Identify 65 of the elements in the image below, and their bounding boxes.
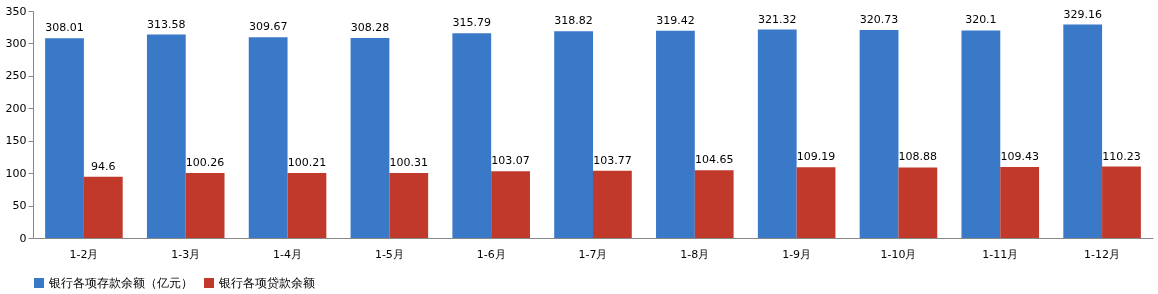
x-tick-label: 1-5月 bbox=[374, 247, 404, 261]
bar bbox=[757, 29, 797, 238]
data-label: 109.19 bbox=[796, 150, 836, 164]
data-label: 94.6 bbox=[91, 159, 116, 173]
bar bbox=[146, 34, 186, 238]
bar bbox=[1000, 167, 1040, 238]
legend-label: 银行各项贷款余额 bbox=[218, 276, 315, 290]
x-tick-label: 1-12月 bbox=[1084, 247, 1121, 261]
bar bbox=[1102, 166, 1141, 238]
bar bbox=[248, 37, 288, 238]
bar bbox=[898, 167, 938, 238]
bar bbox=[45, 38, 84, 238]
legend-label: 银行各项存款余额（亿元） bbox=[48, 276, 193, 290]
x-tick-label: 1-6月 bbox=[476, 247, 506, 261]
bar bbox=[554, 31, 593, 238]
data-label: 103.77 bbox=[593, 153, 632, 167]
data-label: 313.58 bbox=[147, 17, 186, 31]
bar bbox=[796, 167, 836, 238]
data-label: 319.42 bbox=[656, 13, 695, 27]
bar bbox=[185, 172, 225, 238]
x-tick-label: 1-10月 bbox=[880, 247, 917, 261]
data-label: 104.65 bbox=[694, 153, 734, 167]
data-label: 109.43 bbox=[1000, 150, 1039, 164]
bar bbox=[83, 176, 123, 238]
bar bbox=[1063, 24, 1103, 238]
data-label: 108.88 bbox=[898, 150, 938, 164]
x-tick-label: 1-7月 bbox=[578, 247, 608, 261]
data-label: 321.32 bbox=[757, 12, 797, 26]
y-tick-label: 250 bbox=[5, 69, 27, 83]
y-tick-label: 150 bbox=[5, 134, 27, 148]
bar bbox=[656, 30, 695, 238]
bar bbox=[694, 170, 734, 238]
data-label: 315.79 bbox=[452, 16, 492, 30]
y-tick-label: 350 bbox=[5, 4, 27, 18]
x-tick-label: 1-8月 bbox=[680, 247, 710, 261]
data-label: 309.67 bbox=[248, 20, 288, 34]
y-tick-label: 50 bbox=[12, 199, 27, 213]
bar bbox=[491, 171, 530, 238]
data-label: 103.07 bbox=[491, 154, 530, 168]
bar bbox=[287, 173, 327, 238]
data-label: 100.31 bbox=[389, 155, 429, 169]
bar bbox=[961, 30, 1001, 238]
data-label: 320.1 bbox=[965, 13, 997, 27]
data-label: 318.82 bbox=[554, 14, 593, 28]
x-tick-label: 1-9月 bbox=[782, 247, 812, 261]
data-label: 110.23 bbox=[1102, 149, 1141, 163]
data-label: 320.73 bbox=[859, 12, 899, 26]
x-tick-label: 1-2月 bbox=[69, 247, 99, 261]
data-label: 100.21 bbox=[287, 156, 327, 170]
bar bbox=[452, 33, 492, 238]
data-label: 308.28 bbox=[350, 21, 390, 35]
data-label: 308.01 bbox=[45, 21, 84, 35]
x-tick-label: 1-3月 bbox=[171, 247, 201, 261]
bar bbox=[350, 38, 390, 238]
bar bbox=[859, 29, 899, 238]
data-label: 100.26 bbox=[185, 155, 225, 169]
y-tick-label: 0 bbox=[19, 231, 27, 245]
y-tick-label: 200 bbox=[5, 101, 27, 115]
bar bbox=[593, 170, 632, 238]
data-label: 329.16 bbox=[1063, 7, 1102, 21]
y-tick-label: 100 bbox=[5, 166, 27, 180]
x-tick-label: 1-11月 bbox=[982, 247, 1019, 261]
bar bbox=[389, 172, 429, 238]
x-tick-label: 1-4月 bbox=[273, 247, 303, 261]
y-tick-label: 300 bbox=[5, 36, 27, 50]
